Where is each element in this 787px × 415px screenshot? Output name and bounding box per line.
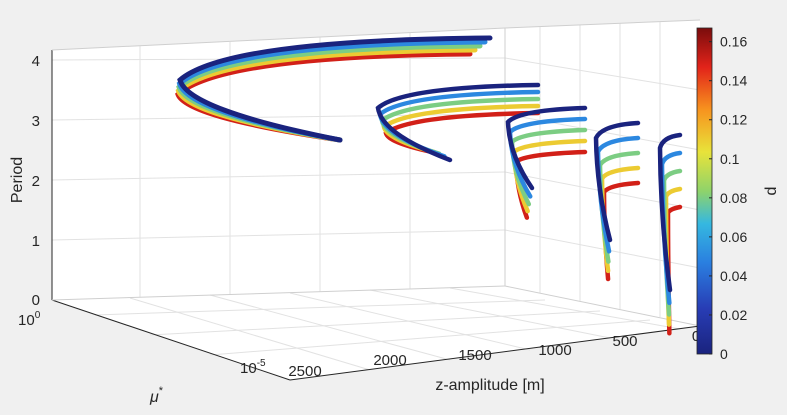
floor-pane bbox=[52, 286, 700, 380]
z-axis-label: Period bbox=[9, 157, 26, 203]
curve-family-3-d0 bbox=[505, 105, 588, 191]
z-axis: 4 3 2 1 0 Period bbox=[9, 53, 40, 309]
colorbar-tick-label: 0.04 bbox=[720, 268, 747, 284]
colorbar-tick-label: 0.14 bbox=[720, 73, 747, 89]
colorbar-tick-label: 0.06 bbox=[720, 229, 747, 245]
axes-panes bbox=[52, 20, 700, 380]
colorbar-tick-label: 0 bbox=[720, 346, 728, 362]
curve-family-4-d0 bbox=[593, 120, 641, 243]
x-axis-label: z-amplitude [m] bbox=[435, 377, 544, 394]
colorbar-tick-label: 0.16 bbox=[720, 34, 747, 50]
back-pane bbox=[52, 20, 700, 326]
curve-family-5-d0 bbox=[657, 132, 683, 293]
x-tick-label: 1000 bbox=[538, 342, 571, 359]
colorbar-label: d bbox=[763, 187, 780, 196]
colorbar-tick-label: 0.08 bbox=[720, 190, 747, 206]
x-tick-label: 500 bbox=[612, 333, 637, 350]
z-tick-label: 1 bbox=[32, 233, 40, 250]
colorbar-tick-label: 0.12 bbox=[720, 112, 747, 128]
x-tick-label: 1500 bbox=[458, 347, 491, 364]
x-tick-label: 0 bbox=[692, 328, 700, 345]
axis-edges bbox=[51, 19, 701, 381]
z-tick-label: 3 bbox=[32, 113, 40, 130]
mu-tick-label: 10-5 bbox=[240, 358, 266, 377]
mu-axis-label: μ* bbox=[149, 385, 164, 406]
x-tick-label: 2500 bbox=[288, 363, 321, 380]
mu-tick-label: 100 bbox=[18, 310, 41, 329]
colorbar-gradient bbox=[696, 27, 713, 355]
colorbar: 0 0.02 0.04 0.06 0.08 0.1 0.12 0.14 0.16 d bbox=[696, 27, 780, 362]
colorbar-tick-label: 0.1 bbox=[720, 151, 740, 167]
curve-family-1-d0 bbox=[177, 35, 493, 143]
z-tick-label: 0 bbox=[32, 292, 40, 309]
gridlines bbox=[51, 22, 701, 371]
mu-axis: 100 10-5 μ* bbox=[18, 310, 266, 406]
x-axis: 2500 2000 1500 1000 500 0 z-amplitude [m… bbox=[288, 328, 700, 394]
z-tick-label: 4 bbox=[32, 53, 40, 70]
x-tick-label: 2000 bbox=[373, 352, 406, 369]
z-tick-label: 2 bbox=[32, 173, 40, 190]
data-curves bbox=[175, 35, 683, 336]
colorbar-tick-label: 0.02 bbox=[720, 307, 747, 323]
curve-family-2-d0 bbox=[375, 82, 541, 163]
